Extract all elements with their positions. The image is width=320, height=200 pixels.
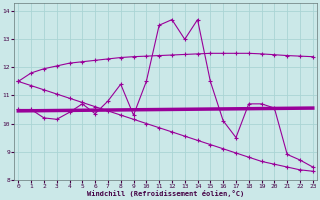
X-axis label: Windchill (Refroidissement éolien,°C): Windchill (Refroidissement éolien,°C): [87, 190, 244, 197]
